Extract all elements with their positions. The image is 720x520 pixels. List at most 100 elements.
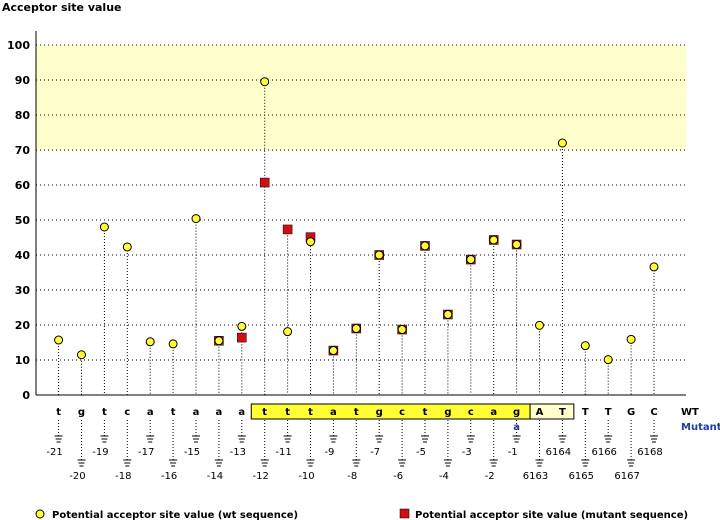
y-tick-label: 40 — [15, 249, 31, 262]
position-label: -1 — [508, 447, 518, 458]
mutant-marker — [282, 224, 293, 235]
base-label: t — [102, 407, 107, 418]
base-label: c — [124, 407, 130, 418]
base-label: G — [627, 407, 635, 418]
position-label: -19 — [92, 447, 108, 458]
base-label: a — [147, 407, 154, 418]
base-label: t — [56, 407, 61, 418]
base-label: t — [285, 407, 290, 418]
position-label: 6163 — [523, 471, 548, 482]
y-tick-label: 60 — [15, 179, 31, 192]
position-label: 6165 — [569, 471, 594, 482]
position-label: -5 — [416, 447, 426, 458]
wt-marker — [603, 355, 613, 365]
data-markers — [54, 77, 659, 365]
position-label: -18 — [115, 471, 131, 482]
wt-marker — [420, 241, 430, 251]
wt-marker — [557, 138, 567, 148]
position-label: 6167 — [614, 471, 639, 482]
position-label: -2 — [485, 471, 495, 482]
y-tick-label: 0 — [22, 389, 30, 402]
stem-lines — [54, 81, 658, 467]
y-tick-label: 70 — [15, 144, 31, 157]
wt-marker — [649, 262, 659, 272]
highlight-region-box — [250, 403, 531, 420]
position-label: -20 — [69, 471, 85, 482]
wt-marker — [397, 325, 407, 335]
wt-marker — [351, 324, 361, 333]
sequence-labels: t -21 g -20 t -19 c -18 a -17 t -16 a -15 a -14 a -13 t -12… — [46, 407, 662, 482]
position-label: -7 — [370, 447, 380, 458]
wt-marker — [512, 240, 522, 249]
position-label: -9 — [324, 447, 334, 458]
base-label: T — [582, 407, 589, 418]
position-label: -11 — [275, 447, 291, 458]
high-value-band — [36, 45, 686, 150]
position-label: -13 — [230, 447, 246, 458]
position-label: -12 — [253, 471, 269, 482]
base-label: c — [468, 407, 474, 418]
wt-marker — [580, 341, 590, 351]
base-label: a — [330, 407, 337, 418]
wt-marker — [328, 346, 338, 356]
position-label: -21 — [46, 447, 62, 458]
wt-marker — [260, 77, 270, 87]
base-label: t — [423, 407, 428, 418]
position-label: 6168 — [637, 447, 662, 458]
position-label: -15 — [184, 447, 200, 458]
position-label: -8 — [347, 471, 357, 482]
base-label: t — [262, 407, 267, 418]
y-tick-label: 80 — [15, 109, 31, 122]
position-label: -16 — [161, 471, 177, 482]
wt-marker — [443, 310, 453, 319]
y-tick-label: 20 — [15, 319, 31, 332]
legend: Potential acceptor site value (wt sequen… — [35, 508, 688, 520]
wt-marker — [54, 335, 64, 345]
wt-marker — [77, 350, 86, 360]
wt-marker — [191, 214, 201, 224]
wt-marker — [626, 334, 636, 344]
position-label: -6 — [393, 471, 403, 482]
wt-marker — [489, 235, 499, 245]
position-label: -14 — [207, 471, 223, 482]
base-label: a — [216, 407, 223, 418]
y-tick-label: 10 — [15, 354, 31, 367]
base-label: a — [193, 407, 200, 418]
wt-marker — [535, 320, 544, 330]
base-label: g — [376, 407, 383, 418]
mutant-base-label: a — [513, 422, 520, 433]
mutant-marker — [259, 177, 270, 188]
wt-marker — [306, 237, 315, 247]
y-tick-labels: 0 10 20 30 40 50 60 70 80 90 100 — [7, 39, 30, 402]
position-label: -3 — [462, 447, 472, 458]
base-label: A — [536, 407, 544, 418]
y-tick-label: 100 — [7, 39, 30, 52]
position-label: -10 — [298, 471, 314, 482]
position-label: 6166 — [591, 447, 616, 458]
wt-marker — [466, 255, 476, 265]
base-label: g — [444, 407, 451, 418]
wt-marker — [283, 327, 293, 337]
wt-row-label: WT — [681, 407, 699, 418]
legend-wt-label: Potential acceptor site value (wt sequen… — [52, 510, 298, 520]
wt-marker — [374, 250, 384, 260]
base-label: t — [354, 407, 359, 418]
base-label: a — [238, 407, 245, 418]
wt-marker — [237, 321, 247, 331]
y-tick-label: 30 — [15, 284, 31, 297]
base-label: t — [308, 407, 313, 418]
base-label: c — [399, 407, 405, 418]
exon-region-box — [529, 403, 575, 420]
legend-mutant-marker — [399, 508, 410, 519]
y-axis-title: Acceptor site value — [2, 1, 121, 14]
wt-marker — [99, 222, 109, 232]
base-label: a — [490, 407, 497, 418]
y-tick-label: 90 — [15, 74, 31, 87]
mutant-marker — [237, 332, 247, 343]
base-label: T — [605, 407, 612, 418]
wt-marker — [168, 339, 178, 349]
base-label: g — [513, 407, 520, 418]
wt-marker — [214, 336, 224, 346]
base-label: t — [171, 407, 176, 418]
base-label: g — [78, 407, 85, 418]
